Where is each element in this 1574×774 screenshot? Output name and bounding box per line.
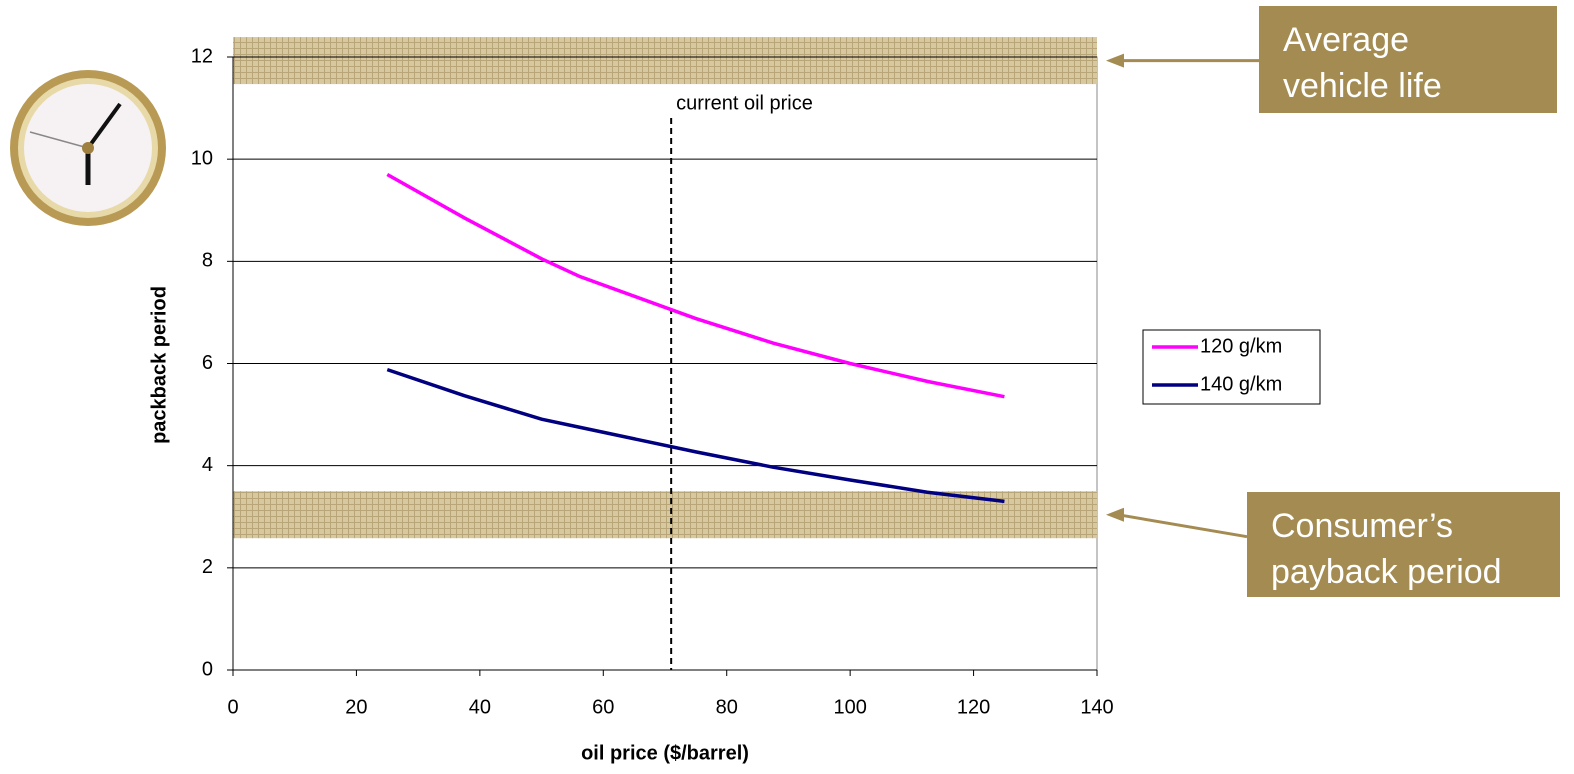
y-tick-label: 2 — [202, 556, 213, 578]
legend-label: 120 g/km — [1200, 335, 1282, 357]
x-tick-label: 20 — [345, 696, 367, 718]
x-tick-label: 120 — [957, 696, 990, 718]
y-tick-label: 4 — [202, 454, 213, 476]
annotation-text: vehicle life — [1283, 67, 1442, 105]
y-axis-label: packback period — [148, 286, 170, 444]
legend-label: 140 g/km — [1200, 373, 1282, 395]
y-tick-label: 0 — [202, 658, 213, 680]
x-tick-label: 0 — [227, 696, 238, 718]
arrow — [1118, 515, 1247, 537]
x-tick-label: 100 — [833, 696, 866, 718]
x-tick-label: 40 — [469, 696, 491, 718]
y-tick-label: 6 — [202, 352, 213, 374]
y-tick-label: 10 — [191, 147, 213, 169]
chart: packback period oil price ($/barrel) Ave… — [0, 0, 1574, 774]
annotation-text: Average — [1283, 21, 1409, 59]
annotation-text: payback period — [1271, 553, 1502, 591]
y-tick-label: 12 — [191, 45, 213, 67]
x-axis-label: oil price ($/barrel) — [581, 742, 749, 764]
series-line — [387, 370, 1004, 502]
arrow-head — [1106, 508, 1124, 522]
band — [233, 37, 1097, 84]
current-price-label: current oil price — [676, 92, 813, 114]
x-tick-label: 140 — [1080, 696, 1113, 718]
annotation-text: Consumer’s — [1271, 507, 1453, 545]
x-tick-label: 80 — [716, 696, 738, 718]
clock-icon — [10, 70, 166, 226]
y-tick-label: 8 — [202, 250, 213, 272]
arrow-head — [1106, 54, 1124, 68]
x-tick-label: 60 — [592, 696, 614, 718]
